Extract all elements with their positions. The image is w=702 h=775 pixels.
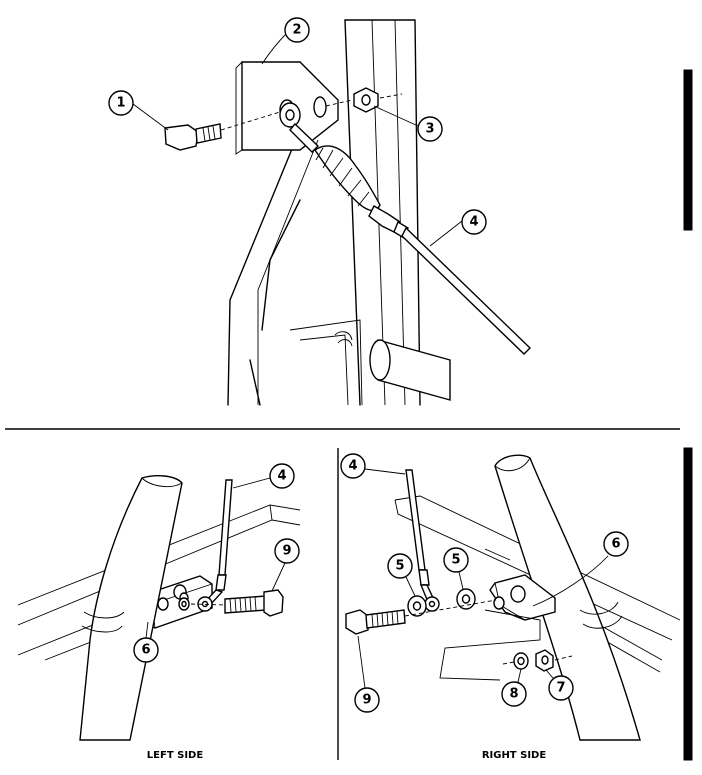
callout-4-left: 4 xyxy=(269,463,295,489)
callout-8-right: 8 xyxy=(501,681,527,707)
shift-cable-left xyxy=(178,479,233,612)
bolt-top xyxy=(164,111,281,151)
lock-washer-right xyxy=(513,652,529,670)
callout-3-top: 3 xyxy=(417,116,443,142)
shift-cable-right xyxy=(405,469,440,612)
svg-text:6: 6 xyxy=(141,643,150,658)
caption-right-side: RIGHT SIDE xyxy=(482,750,547,761)
callout-4-right: 4 xyxy=(340,453,366,479)
bolt-left xyxy=(190,589,284,617)
leaders-right xyxy=(357,468,609,689)
svg-text:4: 4 xyxy=(277,469,286,484)
thumb-index-bar-bottom xyxy=(683,447,693,761)
svg-text:8: 8 xyxy=(509,687,518,702)
thumb-index-bar-top xyxy=(683,69,693,231)
nut-top xyxy=(325,87,403,113)
washer-right-a xyxy=(407,595,427,617)
svg-text:3: 3 xyxy=(425,122,434,137)
svg-text:6: 6 xyxy=(611,537,620,552)
cross-tube-top xyxy=(369,339,451,401)
svg-text:4: 4 xyxy=(469,215,478,230)
svg-text:5: 5 xyxy=(451,553,460,568)
shift-cable-top xyxy=(279,102,531,355)
callout-1-top: 1 xyxy=(108,90,134,116)
nut-right xyxy=(502,649,573,672)
callout-9-right: 9 xyxy=(354,687,380,713)
svg-text:7: 7 xyxy=(556,681,565,696)
callout-7-right: 7 xyxy=(548,675,574,701)
left-side-view: 4 9 6 LEFT SIDE xyxy=(17,463,301,761)
callout-2-top: 2 xyxy=(284,17,310,43)
caption-left-side: LEFT SIDE xyxy=(147,750,204,761)
svg-text:1: 1 xyxy=(116,96,125,111)
callout-6-left: 6 xyxy=(133,637,159,663)
callout-9-left: 9 xyxy=(274,538,300,564)
washer-right-b xyxy=(456,588,476,610)
svg-text:4: 4 xyxy=(348,459,357,474)
svg-text:9: 9 xyxy=(362,693,371,708)
right-side-view: 4 5 5 6 9 8 7 RIGHT SIDE xyxy=(340,453,681,761)
leaders-top xyxy=(132,33,463,247)
callout-4-top: 4 xyxy=(461,209,487,235)
svg-text:9: 9 xyxy=(282,544,291,559)
mounting-block-right xyxy=(439,574,556,681)
svg-text:5: 5 xyxy=(395,559,404,574)
callout-5-right-a: 5 xyxy=(387,553,413,579)
top-view: 1 2 3 4 xyxy=(108,17,531,406)
tube-left xyxy=(79,475,183,741)
callout-6-right: 6 xyxy=(603,531,629,557)
leaders-left xyxy=(145,477,286,639)
svg-text:2: 2 xyxy=(292,23,301,38)
callout-5-right-b: 5 xyxy=(443,547,469,573)
bolt-right xyxy=(345,599,497,635)
